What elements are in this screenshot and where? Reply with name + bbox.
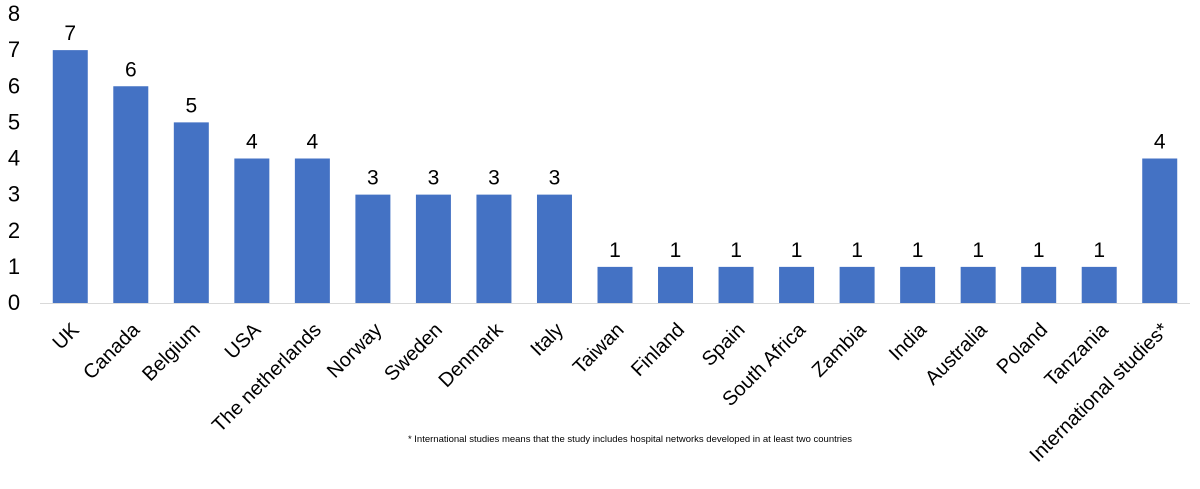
category-label: India <box>885 318 932 365</box>
bar <box>52 50 88 303</box>
data-label: 1 <box>1033 239 1045 262</box>
y-tick-label: 2 <box>8 218 20 243</box>
data-label: 1 <box>972 239 984 262</box>
bar <box>536 194 572 303</box>
data-labels: 7 6 5 4 4 3 3 3 3 1 1 1 1 1 1 1 1 1 4 <box>64 22 1165 262</box>
bar <box>415 194 451 303</box>
bar <box>113 86 149 303</box>
y-tick-label: 5 <box>8 109 20 134</box>
data-label: 1 <box>730 239 742 262</box>
category-label: Italy <box>527 319 568 360</box>
data-label: 1 <box>851 239 863 262</box>
category-label: Zambia <box>808 318 871 381</box>
data-label: 3 <box>488 167 500 190</box>
data-label: 6 <box>125 58 137 81</box>
category-label: Finland <box>627 319 689 381</box>
bar <box>476 194 512 303</box>
data-label: 3 <box>367 167 379 190</box>
y-tick-label: 0 <box>8 290 20 315</box>
category-label: USA <box>221 319 266 364</box>
category-label: Denmark <box>435 318 509 392</box>
category-label: UK <box>49 319 85 355</box>
data-label: 5 <box>185 94 197 117</box>
bar <box>173 122 209 303</box>
footnote: * International studies means that the s… <box>408 434 852 445</box>
category-label: The netherlands <box>208 319 326 437</box>
bar <box>1021 266 1057 303</box>
data-label: 3 <box>428 167 440 190</box>
data-label: 1 <box>791 239 803 262</box>
y-axis-ticks: 0 1 2 3 4 5 6 7 8 <box>8 1 20 315</box>
data-label: 4 <box>1154 131 1166 154</box>
data-label: 3 <box>549 167 561 190</box>
category-label: Taiwan <box>569 319 629 379</box>
y-tick-label: 6 <box>8 73 20 98</box>
bar <box>960 266 996 303</box>
y-tick-label: 7 <box>8 37 20 62</box>
data-label: 7 <box>64 22 76 45</box>
data-label: 1 <box>609 239 621 262</box>
bar <box>355 194 391 303</box>
bar <box>839 266 875 303</box>
y-tick-label: 8 <box>8 1 20 26</box>
bar <box>234 158 270 303</box>
category-label: Canada <box>79 318 145 384</box>
bar <box>294 158 330 303</box>
category-label: Spain <box>698 319 750 371</box>
y-tick-label: 4 <box>8 146 20 171</box>
y-tick-label: 1 <box>8 254 20 279</box>
category-label: Norway <box>323 319 386 382</box>
bar <box>900 266 936 303</box>
bar <box>1142 158 1178 303</box>
data-label: 1 <box>1093 239 1105 262</box>
data-label: 1 <box>912 239 924 262</box>
bar <box>718 266 754 303</box>
bars <box>52 50 1178 303</box>
data-label: 1 <box>670 239 682 262</box>
bar <box>779 266 815 303</box>
bar <box>658 266 694 303</box>
bar <box>597 266 633 303</box>
y-tick-label: 3 <box>8 182 20 207</box>
category-label: Belgium <box>138 319 205 386</box>
category-label: Australia <box>921 318 992 389</box>
data-label: 4 <box>307 131 319 154</box>
category-label: Poland <box>993 319 1053 379</box>
data-label: 4 <box>246 131 258 154</box>
bar <box>1081 266 1117 303</box>
